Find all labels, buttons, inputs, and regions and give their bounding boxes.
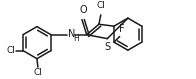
Text: Cl: Cl xyxy=(34,68,42,77)
Text: Cl: Cl xyxy=(96,1,105,10)
Text: N: N xyxy=(68,29,75,39)
Text: Cl: Cl xyxy=(7,46,15,55)
Text: O: O xyxy=(79,5,87,15)
Text: S: S xyxy=(104,42,110,52)
Text: H: H xyxy=(73,34,79,43)
Text: F: F xyxy=(119,24,124,34)
